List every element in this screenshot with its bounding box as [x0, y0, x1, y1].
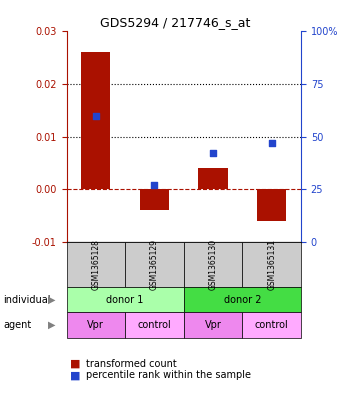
Bar [140, 189, 169, 210]
Bar [81, 52, 111, 189]
Text: donor 2: donor 2 [224, 295, 261, 305]
Text: GSM1365131: GSM1365131 [267, 239, 276, 290]
Text: ▶: ▶ [48, 295, 56, 305]
Text: ■: ■ [70, 370, 80, 380]
Bar [198, 168, 228, 189]
Text: donor 1: donor 1 [106, 295, 144, 305]
Text: Vpr: Vpr [88, 320, 104, 330]
Point [269, 140, 274, 146]
Point [210, 150, 216, 156]
Text: ▶: ▶ [48, 320, 56, 330]
Text: agent: agent [4, 320, 32, 330]
Text: Vpr: Vpr [205, 320, 222, 330]
Point [152, 182, 157, 188]
Text: transformed count: transformed count [86, 358, 176, 369]
Text: GDS5294 / 217746_s_at: GDS5294 / 217746_s_at [100, 17, 250, 29]
Text: control: control [138, 320, 171, 330]
Text: individual: individual [4, 295, 51, 305]
Text: percentile rank within the sample: percentile rank within the sample [86, 370, 251, 380]
Text: GSM1365130: GSM1365130 [209, 239, 218, 290]
Text: GSM1365128: GSM1365128 [91, 239, 100, 290]
Bar [257, 189, 286, 220]
Point [93, 112, 99, 119]
Text: control: control [255, 320, 288, 330]
Text: GSM1365129: GSM1365129 [150, 239, 159, 290]
Text: ■: ■ [70, 358, 80, 369]
